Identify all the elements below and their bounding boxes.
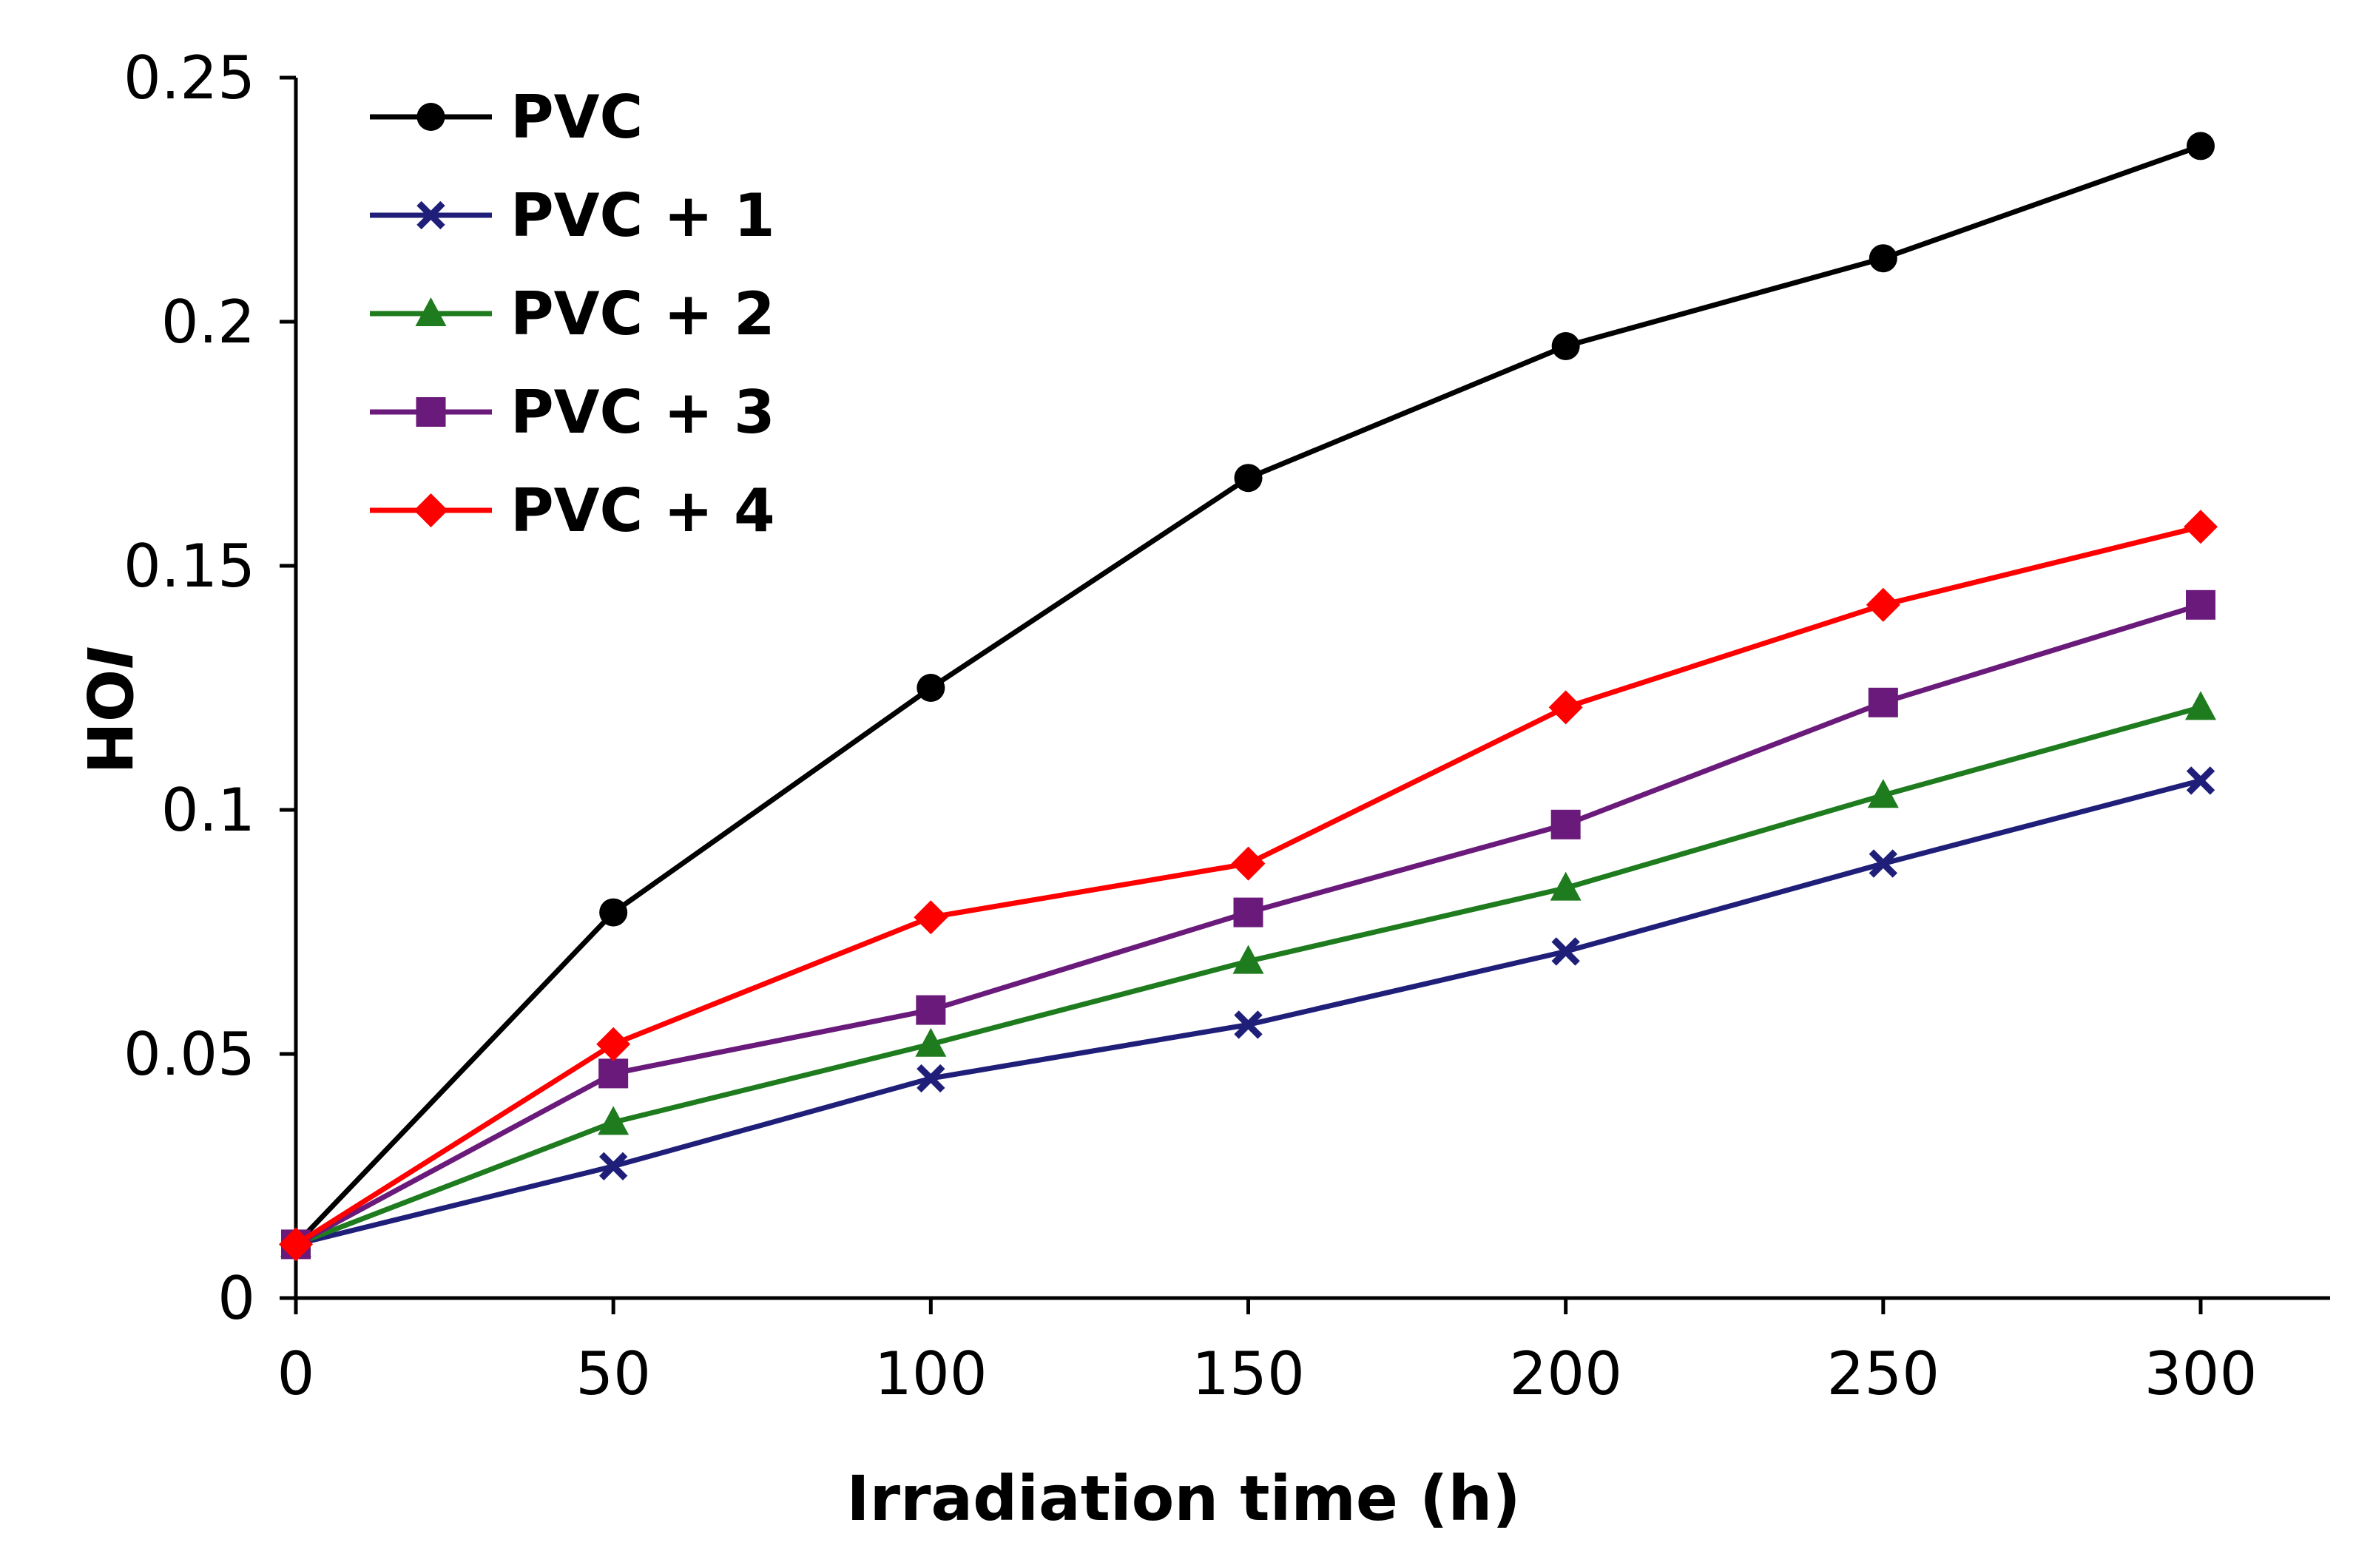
series-layer — [279, 132, 2218, 1262]
data-point — [1551, 937, 1580, 966]
data-point — [915, 1027, 947, 1057]
data-point — [2184, 510, 2218, 544]
legend: PVC PVC + 1 PVC + 2 PVC + 3 PVC + 4 — [370, 83, 775, 545]
legend-label: PVC + 3 — [510, 378, 775, 447]
data-point — [1866, 587, 1900, 622]
data-point — [599, 898, 628, 927]
data-point — [917, 674, 945, 702]
x-tick-label: 200 — [1509, 1339, 1622, 1408]
data-point — [1232, 944, 1264, 974]
y-tick-label: 0 — [217, 1264, 255, 1333]
y-tick-label: 0.2 — [161, 288, 255, 356]
legend-item: PVC + 4 — [370, 476, 775, 545]
legend-item: PVC + 1 — [370, 181, 775, 250]
data-point — [598, 1058, 629, 1089]
data-point — [1868, 687, 1898, 717]
data-point — [598, 1152, 628, 1180]
data-point — [1548, 690, 1583, 725]
legend-label: PVC + 2 — [510, 280, 775, 348]
x-axis-title: Irradiation time (h) — [846, 1462, 1520, 1535]
data-point — [1234, 1010, 1263, 1039]
data-point — [1233, 897, 1263, 927]
x-tick-label: 300 — [2144, 1339, 2258, 1408]
legend-marker — [416, 397, 446, 427]
legend-marker — [415, 297, 447, 326]
data-point — [596, 1027, 631, 1061]
legend-marker — [414, 493, 448, 527]
y-tick-label: 0.25 — [124, 44, 255, 112]
data-point — [2185, 691, 2216, 720]
data-point — [1550, 809, 1581, 839]
data-point — [279, 1227, 313, 1262]
data-point — [598, 1106, 629, 1135]
series-line — [294, 705, 2201, 1247]
legend-label: PVC — [510, 83, 643, 152]
legend-label: PVC + 1 — [510, 181, 775, 250]
data-point — [1551, 332, 1580, 360]
data-point — [1867, 779, 1899, 808]
series-pvc-plus-3 — [281, 589, 2215, 1260]
axes: 0 0.05 0.1 0.15 0.2 0.25 0 50 100 150 200 250 300 — [124, 44, 2330, 1408]
data-point — [2186, 766, 2215, 795]
y-tick-label: 0.15 — [124, 532, 255, 601]
legend-marker — [416, 200, 445, 230]
series-pvc-plus-2 — [280, 691, 2216, 1257]
y-axis-title-italic: I — [72, 646, 145, 669]
legend-label: PVC + 4 — [510, 476, 775, 545]
data-point — [1869, 244, 1897, 273]
series-pvc-plus-4 — [279, 510, 2218, 1262]
y-axis-title-rest: OH — [72, 669, 145, 774]
legend-item: PVC — [370, 83, 643, 152]
data-point — [917, 1064, 945, 1093]
x-tick-label: 150 — [1192, 1339, 1305, 1408]
legend-item: PVC + 2 — [370, 280, 775, 348]
data-point — [1869, 849, 1898, 878]
data-point — [2187, 132, 2215, 160]
data-point — [1550, 871, 1582, 901]
y-tick-label: 0.05 — [124, 1020, 255, 1089]
data-point — [1231, 846, 1266, 881]
legend-item: PVC + 3 — [370, 378, 775, 447]
x-tick-label: 100 — [874, 1339, 988, 1408]
data-point — [914, 900, 948, 935]
data-point — [916, 995, 946, 1025]
y-tick-label: 0.1 — [161, 776, 255, 845]
y-axis-title: IOH — [72, 646, 145, 774]
legend-marker — [416, 103, 445, 131]
x-tick-label: 250 — [1826, 1339, 1940, 1408]
series-pvc-plus-1 — [281, 766, 2215, 1259]
data-point — [1234, 464, 1263, 493]
data-point — [2186, 589, 2215, 620]
x-tick-label: 0 — [277, 1339, 315, 1408]
x-tick-label: 50 — [576, 1339, 651, 1408]
